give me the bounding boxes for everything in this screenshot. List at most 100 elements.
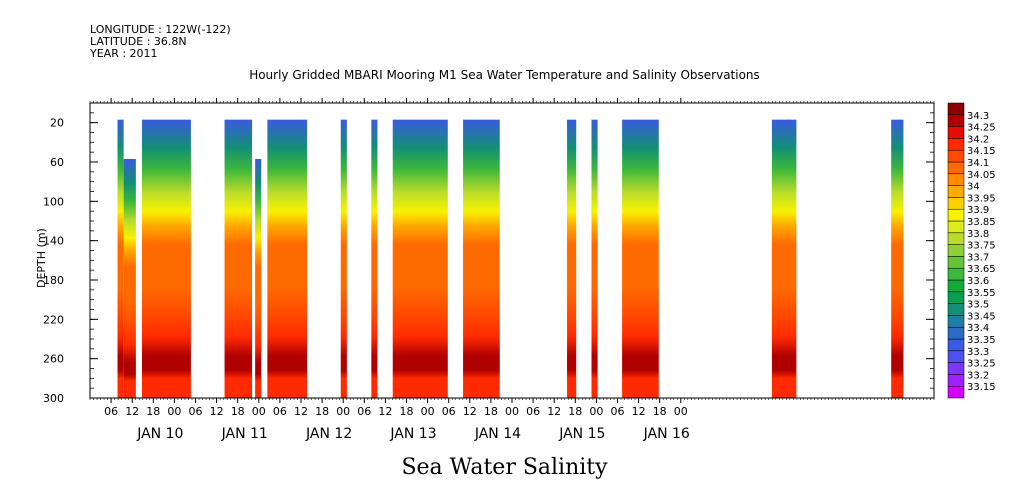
x-tick-label: 00: [589, 405, 603, 418]
x-day-label: JAN 14: [474, 426, 521, 442]
colorbar-swatch: [947, 173, 965, 186]
x-tick-label: 12: [294, 405, 308, 418]
x-tick-label: 00: [421, 405, 435, 418]
data-segment: [622, 119, 659, 399]
colorbar-swatch: [947, 232, 965, 245]
x-tick-label: 12: [378, 405, 392, 418]
colorbar-label: 34.15: [967, 146, 996, 157]
colorbar-label: 33.45: [967, 311, 996, 322]
data-segment: [891, 119, 904, 399]
x-tick-label: 12: [210, 405, 224, 418]
colorbar-label: 33.4: [967, 323, 989, 334]
colorbar: 33.1533.233.2533.333.3533.433.4533.533.5…: [947, 102, 996, 399]
colorbar-label: 33.95: [967, 193, 996, 204]
colorbar-swatch: [947, 267, 965, 281]
colorbar-label: 33.6: [967, 276, 989, 287]
colorbar-swatch: [947, 291, 965, 304]
x-tick-label: 18: [484, 405, 498, 418]
colorbar-label: 34.25: [967, 123, 996, 134]
colorbar-label: 33.65: [967, 264, 996, 275]
data-segment: [117, 119, 124, 399]
data-segment: [141, 119, 191, 399]
variable-title: Sea Water Salinity: [401, 455, 608, 480]
colorbar-swatch: [947, 279, 965, 293]
data-segment: [340, 119, 347, 399]
chart-title: Hourly Gridded MBARI Mooring M1 Sea Wate…: [249, 68, 760, 82]
data-segment: [123, 159, 136, 398]
colorbar-label: 34: [967, 182, 980, 193]
colorbar-label: 33.85: [967, 217, 996, 228]
x-tick-label: 06: [189, 405, 203, 418]
x-tick-label: 18: [315, 405, 329, 418]
colorbar-swatch: [947, 161, 965, 175]
y-axis-label: DEPTH (m): [35, 228, 48, 288]
y-tick-label: 100: [43, 195, 64, 208]
x-tick-label: 00: [252, 405, 266, 418]
colorbar-swatch: [947, 326, 965, 340]
x-tick-label: 00: [336, 405, 350, 418]
x-tick-label: 12: [125, 405, 139, 418]
colorbar-swatch: [947, 362, 965, 375]
x-day-label: JAN 10: [136, 426, 183, 442]
x-tick-label: 06: [442, 405, 456, 418]
colorbar-swatch: [947, 374, 965, 387]
colorbar-label: 33.9: [967, 205, 989, 216]
x-day-label: JAN 12: [305, 426, 352, 442]
y-tick-label: 20: [50, 117, 64, 130]
colorbar-swatch: [947, 208, 965, 222]
x-tick-label: 18: [146, 405, 160, 418]
colorbar-swatch: [947, 102, 965, 116]
x-tick-label: 06: [526, 405, 540, 418]
colorbar-swatch: [947, 149, 965, 163]
colorbar-label: 34.1: [967, 158, 989, 169]
data-segment: [224, 119, 253, 399]
colorbar-label: 33.15: [967, 382, 996, 393]
colorbar-swatch: [947, 114, 965, 127]
x-tick-label: 18: [568, 405, 582, 418]
x-tick-label: 12: [632, 405, 646, 418]
colorbar-swatch: [947, 315, 965, 328]
colorbar-label: 34.3: [967, 111, 989, 122]
x-tick-label: 00: [674, 405, 688, 418]
colorbar-swatch: [947, 350, 965, 363]
colorbar-label: 34.2: [967, 134, 989, 145]
x-tick-label: 12: [547, 405, 561, 418]
y-tick-label: 300: [43, 392, 64, 405]
data-segment: [267, 119, 308, 399]
y-tick-label: 220: [43, 313, 64, 326]
data-segment: [371, 119, 378, 399]
x-tick-label: 18: [231, 405, 245, 418]
colorbar-swatch: [947, 303, 965, 316]
data-segment: [567, 119, 577, 399]
x-day-label: JAN 11: [221, 426, 268, 442]
colorbar-label: 33.35: [967, 335, 996, 346]
colorbar-label: 33.2: [967, 370, 989, 381]
y-tick-label: 140: [43, 235, 64, 248]
y-tick-label: 260: [43, 353, 64, 366]
data-segment: [392, 119, 448, 399]
colorbar-label: 34.05: [967, 170, 996, 181]
x-day-label: JAN 15: [558, 426, 605, 442]
year-label: YEAR : 2011: [90, 47, 158, 60]
x-tick-label: 06: [104, 405, 118, 418]
plot-area: [117, 119, 904, 399]
x-tick-label: 06: [611, 405, 625, 418]
x-tick-label: 18: [653, 405, 667, 418]
colorbar-swatch: [947, 338, 965, 352]
colorbar-label: 33.5: [967, 300, 989, 311]
colorbar-swatch: [947, 256, 965, 269]
latitude-label: LATITUDE : 36.8N: [90, 35, 187, 48]
data-segment: [591, 119, 598, 399]
axes: 06 12 18 00 06 12 18 00 06 12 18 00 06 12 18 00 06 12 18 00…: [43, 98, 935, 442]
x-tick-label: 06: [273, 405, 287, 418]
colorbar-swatch: [947, 220, 965, 234]
y-tick-label: 180: [43, 274, 64, 287]
colorbar-label: 33.8: [967, 229, 989, 240]
colorbar-swatch: [947, 126, 965, 139]
colorbar-swatch: [947, 185, 965, 198]
colorbar-label: 33.7: [967, 252, 989, 263]
x-tick-label: 00: [167, 405, 181, 418]
colorbar-swatch: [947, 385, 965, 399]
plot-frame: [89, 102, 935, 399]
